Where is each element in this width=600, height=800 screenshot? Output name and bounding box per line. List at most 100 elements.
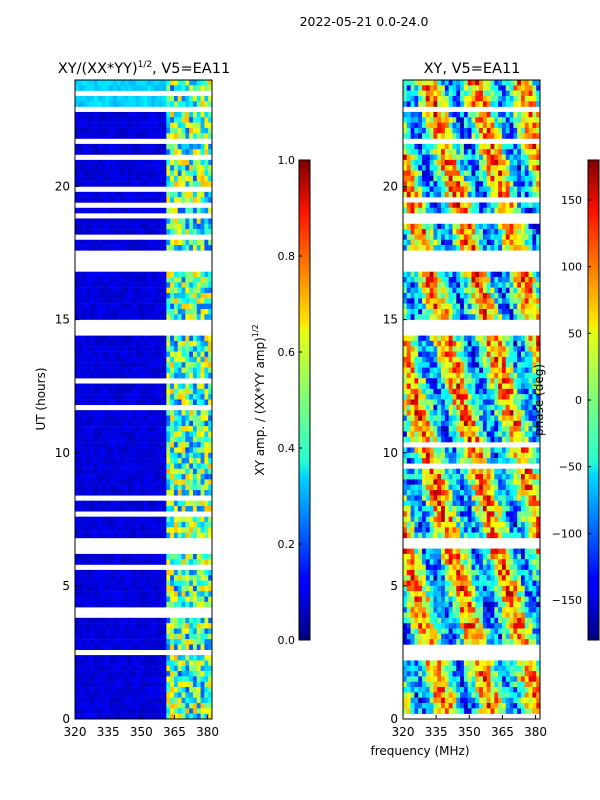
- heatmap-cell: [75, 122, 80, 129]
- heatmap-cell: [196, 697, 201, 704]
- heatmap-cell: [94, 298, 99, 304]
- heatmap-cell: [406, 101, 412, 107]
- heatmap-cell: [467, 181, 472, 187]
- heatmap-cell: [177, 346, 182, 352]
- heatmap-cell: [536, 127, 541, 134]
- heatmap-cell: [422, 165, 427, 171]
- heatmap-cell: [82, 708, 87, 714]
- heatmap-cell: [425, 170, 431, 177]
- heatmap-cell: [151, 681, 156, 688]
- heatmap-cell: [422, 367, 427, 374]
- heatmap-cell: [113, 420, 118, 427]
- heatmap-cell: [185, 580, 190, 587]
- heatmap-cell: [505, 340, 510, 347]
- heatmap-cell: [196, 314, 201, 320]
- heatmap-cell: [536, 133, 541, 139]
- heatmap-cell: [116, 175, 122, 182]
- heatmap-cell: [154, 372, 160, 379]
- heatmap-cell: [520, 351, 526, 358]
- heatmap-cell: [132, 468, 137, 475]
- heatmap-cell: [116, 298, 122, 304]
- heatmap-cell: [475, 170, 480, 177]
- heatmap-cell: [460, 293, 465, 299]
- heatmap-cell: [479, 90, 484, 97]
- heatmap-cell: [109, 420, 114, 427]
- heatmap-cell: [113, 591, 118, 597]
- heatmap-cell: [448, 101, 453, 107]
- heatmap-cell: [513, 293, 518, 299]
- heatmap-cell: [94, 197, 99, 203]
- heatmap-cell: [448, 372, 453, 379]
- heatmap-cell: [132, 165, 137, 171]
- heatmap-cell: [403, 207, 408, 214]
- heatmap-cell: [524, 367, 529, 374]
- heatmap-cell: [120, 506, 125, 512]
- heatmap-cell: [154, 191, 160, 198]
- heatmap-cell: [444, 170, 450, 177]
- heatmap-cell: [204, 463, 209, 469]
- heatmap-cell: [120, 117, 125, 123]
- heatmap-cell: [116, 708, 122, 714]
- heatmap-cell: [433, 239, 438, 246]
- heatmap-cell: [441, 271, 446, 278]
- heatmap-cell: [532, 117, 537, 123]
- heatmap-cell: [494, 335, 499, 342]
- heatmap-cell: [403, 117, 408, 123]
- heatmap-cell: [425, 191, 431, 198]
- heatmap-cell: [513, 149, 518, 155]
- heatmap-cell: [143, 415, 148, 422]
- heatmap-cell: [185, 143, 190, 150]
- heatmap-cell: [128, 122, 133, 129]
- heatmap-cell: [486, 335, 491, 342]
- heatmap-cell: [414, 80, 419, 86]
- heatmap-cell: [528, 181, 533, 187]
- heatmap-cell: [116, 277, 122, 283]
- heatmap-cell: [135, 458, 141, 464]
- heatmap-cell: [486, 271, 491, 278]
- heatmap-cell: [120, 596, 125, 603]
- heatmap-cell: [425, 234, 431, 240]
- heatmap-cell: [406, 111, 412, 118]
- heatmap-cell: [139, 308, 144, 315]
- heatmap-cell: [113, 463, 118, 469]
- heatmap-cell: [166, 191, 171, 198]
- heatmap-cell: [147, 500, 152, 507]
- heatmap-cell: [185, 447, 190, 453]
- heatmap-cell: [204, 362, 209, 368]
- heatmap-cell: [113, 697, 118, 704]
- heatmap-cell: [116, 447, 122, 453]
- heatmap-cell: [517, 202, 522, 209]
- heatmap-cell: [139, 95, 144, 102]
- heatmap-cell: [75, 399, 80, 406]
- heatmap-cell: [471, 335, 476, 342]
- heatmap-cell: [124, 474, 129, 480]
- heatmap-cell: [116, 218, 122, 224]
- heatmap-cell: [433, 170, 438, 177]
- heatmap-cell: [532, 101, 537, 107]
- heatmap-cell: [143, 410, 148, 416]
- heatmap-cell: [120, 708, 125, 714]
- heatmap-cell: [143, 175, 148, 182]
- heatmap-cell: [94, 282, 99, 288]
- heatmap-cell: [143, 521, 148, 528]
- heatmap-cell: [418, 95, 423, 102]
- heatmap-cell: [433, 175, 438, 182]
- heatmap-cell: [109, 639, 114, 645]
- heatmap-cell: [177, 415, 182, 422]
- heatmap-cell: [139, 628, 144, 635]
- heatmap-cell: [467, 207, 472, 214]
- heatmap-cell: [498, 95, 503, 102]
- heatmap-cell: [410, 165, 415, 171]
- heatmap-cell: [452, 181, 457, 187]
- heatmap-cell: [501, 111, 507, 118]
- heatmap-cell: [132, 159, 137, 166]
- heatmap-cell: [109, 229, 114, 235]
- heatmap-cell: [173, 159, 179, 166]
- heatmap-cell: [109, 207, 114, 214]
- heatmap-cell: [437, 170, 442, 177]
- heatmap-cell: [97, 426, 103, 432]
- heatmap-cell: [204, 596, 209, 603]
- heatmap-cell: [173, 277, 179, 283]
- heatmap-cell: [192, 271, 198, 278]
- heatmap-cell: [75, 415, 80, 422]
